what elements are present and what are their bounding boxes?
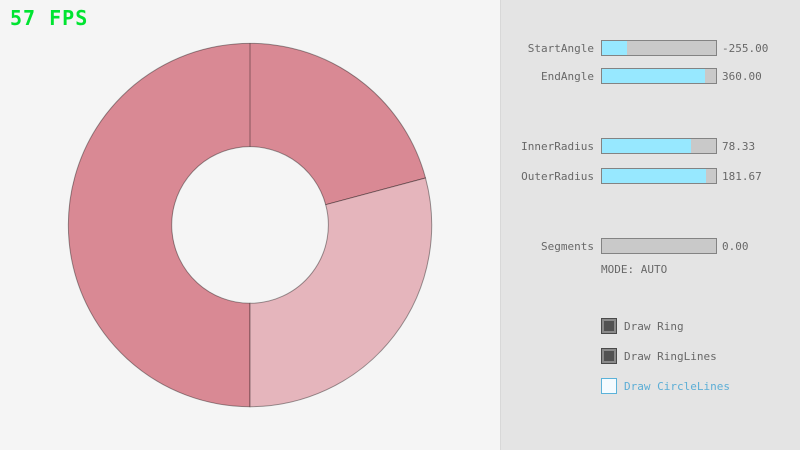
segments-value: 0.00 [722, 240, 749, 253]
startangle-slider-fill [602, 41, 627, 55]
endangle-slider-fill [602, 69, 705, 83]
outerradius-slider[interactable] [601, 168, 717, 184]
draw-ringlines-label: Draw RingLines [624, 350, 717, 363]
endangle-slider-row: EndAngle 360.00 [501, 68, 800, 84]
segments-label: Segments [541, 240, 594, 253]
ring-single-coverage [249, 177, 433, 408]
ring-canvas: 57 FPS [10, 6, 433, 408]
innerradius-slider-fill [602, 139, 692, 153]
innerradius-slider-row: InnerRadius 78.33 [501, 138, 800, 154]
ring-double-coverage [67, 42, 427, 408]
ring-chart [67, 42, 433, 408]
draw-circlelines-checkbox[interactable] [601, 378, 617, 394]
endangle-slider[interactable] [601, 68, 717, 84]
startangle-slider[interactable] [601, 40, 717, 56]
outerradius-value: 181.67 [722, 170, 762, 183]
draw-circlelines-label: Draw CircleLines [624, 380, 730, 393]
endangle-label: EndAngle [541, 70, 594, 83]
startangle-label: StartAngle [527, 42, 594, 55]
segments-mode-text: MODE: AUTO [601, 263, 668, 276]
startangle-value: -255.00 [722, 42, 769, 55]
fps-counter: 57 FPS [10, 6, 89, 30]
innerradius-label: InnerRadius [521, 140, 594, 153]
endangle-value: 360.00 [722, 70, 762, 83]
outerradius-slider-fill [602, 169, 706, 183]
segments-slider[interactable] [601, 238, 717, 254]
outerradius-slider-row: OuterRadius 181.67 [501, 168, 800, 184]
draw-ringlines-checkbox[interactable] [601, 348, 617, 364]
innerradius-slider[interactable] [601, 138, 717, 154]
draw-ring-label: Draw Ring [624, 320, 684, 333]
outerradius-label: OuterRadius [521, 170, 594, 183]
innerradius-value: 78.33 [722, 140, 756, 153]
controls-panel: StartAngle -255.00 EndAngle 360.00 Inner… [500, 0, 800, 450]
startangle-slider-row: StartAngle -255.00 [501, 40, 800, 56]
segments-slider-row: Segments 0.00 [501, 238, 800, 254]
draw-ring-checkbox[interactable] [601, 318, 617, 334]
